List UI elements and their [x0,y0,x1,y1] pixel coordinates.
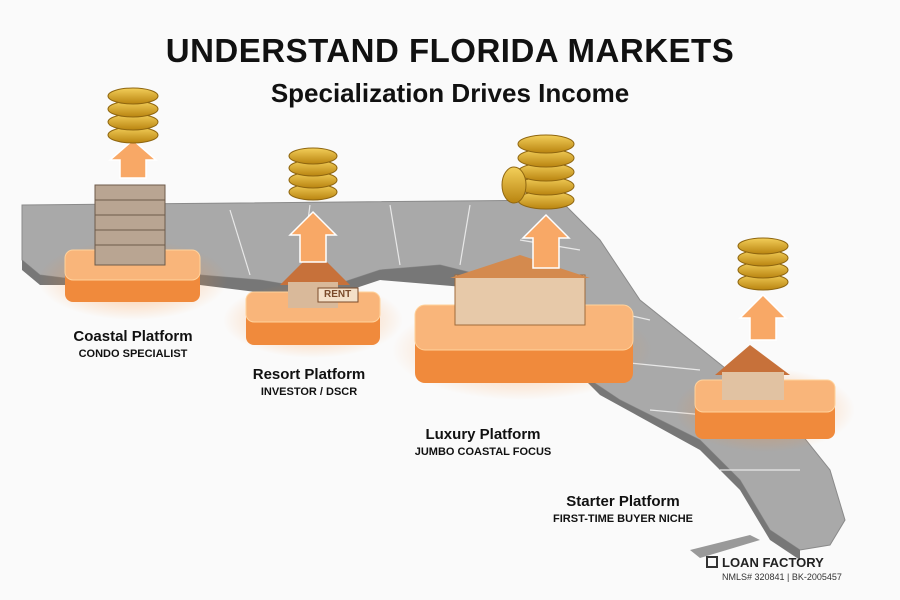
resort-platform [223,250,403,358]
growth-arrows [107,139,788,341]
resort-platform-label: Resort Platform INVESTOR / DSCR [253,366,366,398]
equal-housing-icon [706,556,718,568]
loan-factory-logo: LOAN FACTORY NMLS# 320841 | BK-2005457 [706,555,842,582]
platform-niche: INVESTOR / DSCR [260,386,358,398]
platform-name: Luxury Platform [425,426,541,443]
platform-niche: CONDO SPECIALIST [78,348,188,360]
platform-name: Starter Platform [566,493,680,510]
starter-platform-label: Starter Platform FIRST-TIME BUYER NICHE [553,493,693,525]
platform-name: Resort Platform [252,366,366,383]
luxury-platform-label: Luxury Platform JUMBO COASTAL FOCUS [415,426,552,458]
luxury-platform [392,255,652,400]
rent-sign: RENT [324,289,352,300]
brand-name: LOAN FACTORY [722,555,824,570]
platform-niche: JUMBO COASTAL FOCUS [414,446,552,458]
nmls-number: NMLS# 320841 | BK-2005457 [722,572,842,582]
page-subtitle: Specialization Drives Income [270,78,630,108]
page-title: UNDERSTAND FLORIDA MARKETS [165,32,735,69]
coin-stacks [107,87,789,291]
coastal-platform-label: Coastal Platform CONDO SPECIALIST [73,328,192,360]
platform-name: Coastal Platform [73,328,193,345]
starter-platform [675,345,855,452]
platform-niche: FIRST-TIME BUYER NICHE [553,513,693,525]
coastal-platform [38,184,228,320]
